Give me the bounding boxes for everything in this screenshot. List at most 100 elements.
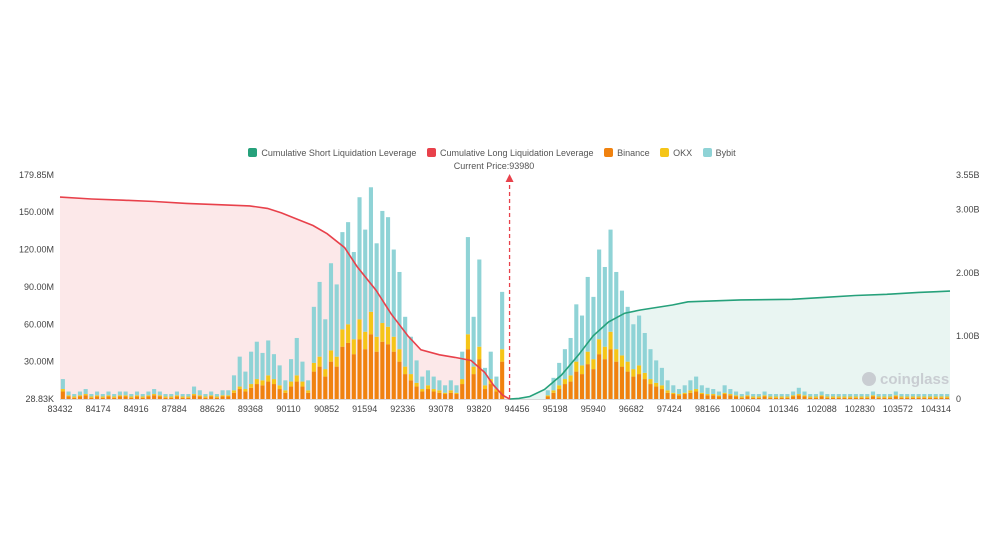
bar-binance xyxy=(192,395,197,399)
current-price-marker xyxy=(505,174,514,399)
coinglass-logo-icon xyxy=(862,372,876,386)
bar-bybit xyxy=(888,394,893,397)
bar-okx xyxy=(140,396,145,398)
bar-binance xyxy=(830,397,836,399)
bar-bybit xyxy=(699,385,704,393)
bar-binance xyxy=(699,394,704,399)
bar-binance xyxy=(494,391,499,399)
bar-okx xyxy=(551,390,556,393)
bar-bybit xyxy=(739,394,744,397)
bar-okx xyxy=(705,394,710,396)
bar-binance xyxy=(694,391,699,399)
bar-bybit xyxy=(642,332,647,373)
bar-okx xyxy=(443,392,448,395)
bar-bybit xyxy=(922,394,927,397)
bar-bybit xyxy=(197,390,202,396)
bar-okx xyxy=(157,395,162,397)
bar-bybit xyxy=(95,391,100,396)
legend-item-okx[interactable]: OKX xyxy=(660,148,692,158)
bar-binance xyxy=(762,396,767,399)
bar-bybit xyxy=(117,391,122,396)
x-tick-label: 101346 xyxy=(769,404,799,414)
cumulative-areas xyxy=(60,197,950,399)
bar-binance xyxy=(745,396,750,399)
bar-binance xyxy=(865,397,870,399)
bar-binance xyxy=(648,384,653,399)
bar-binance xyxy=(796,395,801,399)
bar-binance xyxy=(482,389,488,399)
bar-okx xyxy=(226,395,231,397)
bar-binance xyxy=(323,376,328,399)
bar-binance xyxy=(591,369,596,399)
x-tick-label: 90110 xyxy=(276,404,300,414)
y-left-tick-label: 30.00M xyxy=(24,357,54,367)
bar-binance xyxy=(209,396,214,399)
bar-binance xyxy=(716,396,721,399)
legend-item-bybit[interactable]: Bybit xyxy=(702,148,736,158)
bar-bybit xyxy=(460,351,465,380)
bar-binance xyxy=(123,396,128,399)
legend-label-bybit: Bybit xyxy=(715,148,736,158)
bar-binance xyxy=(283,392,288,399)
bar-binance xyxy=(671,394,676,399)
bar-bybit xyxy=(146,391,151,396)
bar-bybit xyxy=(779,394,784,397)
bar-bybit xyxy=(551,377,556,391)
bar-okx xyxy=(340,329,345,347)
bar-binance xyxy=(557,389,562,399)
bar-okx xyxy=(659,385,664,390)
bar-okx xyxy=(711,394,716,396)
bar-okx xyxy=(477,346,482,360)
bar-okx xyxy=(203,396,208,398)
bar-binance xyxy=(237,389,242,399)
bar-bybit xyxy=(425,370,431,386)
bar-binance xyxy=(488,384,493,399)
legend-item-long[interactable]: Cumulative Long Liquidation Leverage xyxy=(426,148,594,158)
bar-okx xyxy=(300,381,305,387)
x-tick-label: 102088 xyxy=(807,404,837,414)
bar-binance xyxy=(60,391,65,399)
x-tick-label: 96682 xyxy=(619,404,644,414)
bar-binance xyxy=(825,397,830,399)
bar-binance xyxy=(408,380,413,399)
bar-okx xyxy=(568,375,573,382)
bar-binance xyxy=(659,389,664,399)
bar-okx xyxy=(380,323,385,342)
bar-binance xyxy=(391,351,396,399)
bar-binance xyxy=(756,397,761,399)
x-tick-label: 103572 xyxy=(883,404,913,414)
x-tick-label: 97424 xyxy=(657,404,682,414)
x-tick-label: 87884 xyxy=(162,404,187,414)
x-tick-label: 102830 xyxy=(845,404,875,414)
x-tick-label: 84174 xyxy=(86,404,111,414)
bar-bybit xyxy=(876,394,881,397)
legend-item-short[interactable]: Cumulative Short Liquidation Leverage xyxy=(248,148,416,158)
bar-binance xyxy=(574,371,579,399)
bar-bybit xyxy=(893,391,898,396)
bar-bybit xyxy=(768,394,773,397)
y-left-tick-label: 60.00M xyxy=(24,319,54,329)
bar-bybit xyxy=(311,306,316,363)
bar-bybit xyxy=(289,359,294,382)
bar-binance xyxy=(294,381,299,399)
bar-okx xyxy=(859,396,864,398)
bar-okx xyxy=(83,394,88,396)
bar-binance xyxy=(66,396,71,399)
bar-okx xyxy=(209,395,214,397)
legend-item-binance[interactable]: Binance xyxy=(604,148,650,158)
bar-binance xyxy=(676,395,682,399)
bar-okx xyxy=(910,396,915,398)
bar-binance xyxy=(842,397,847,399)
bar-bybit xyxy=(209,391,214,396)
bar-bybit xyxy=(77,391,83,396)
bar-bybit xyxy=(585,276,590,352)
bar-bybit xyxy=(106,391,111,396)
bar-binance xyxy=(739,397,744,399)
bar-binance xyxy=(631,376,636,399)
bar-binance xyxy=(637,374,642,399)
bar-binance xyxy=(927,397,933,399)
legend-swatch-binance xyxy=(604,148,614,157)
bar-bybit xyxy=(557,362,562,386)
x-tick-label: 94456 xyxy=(505,404,530,414)
bar-binance xyxy=(545,396,550,399)
